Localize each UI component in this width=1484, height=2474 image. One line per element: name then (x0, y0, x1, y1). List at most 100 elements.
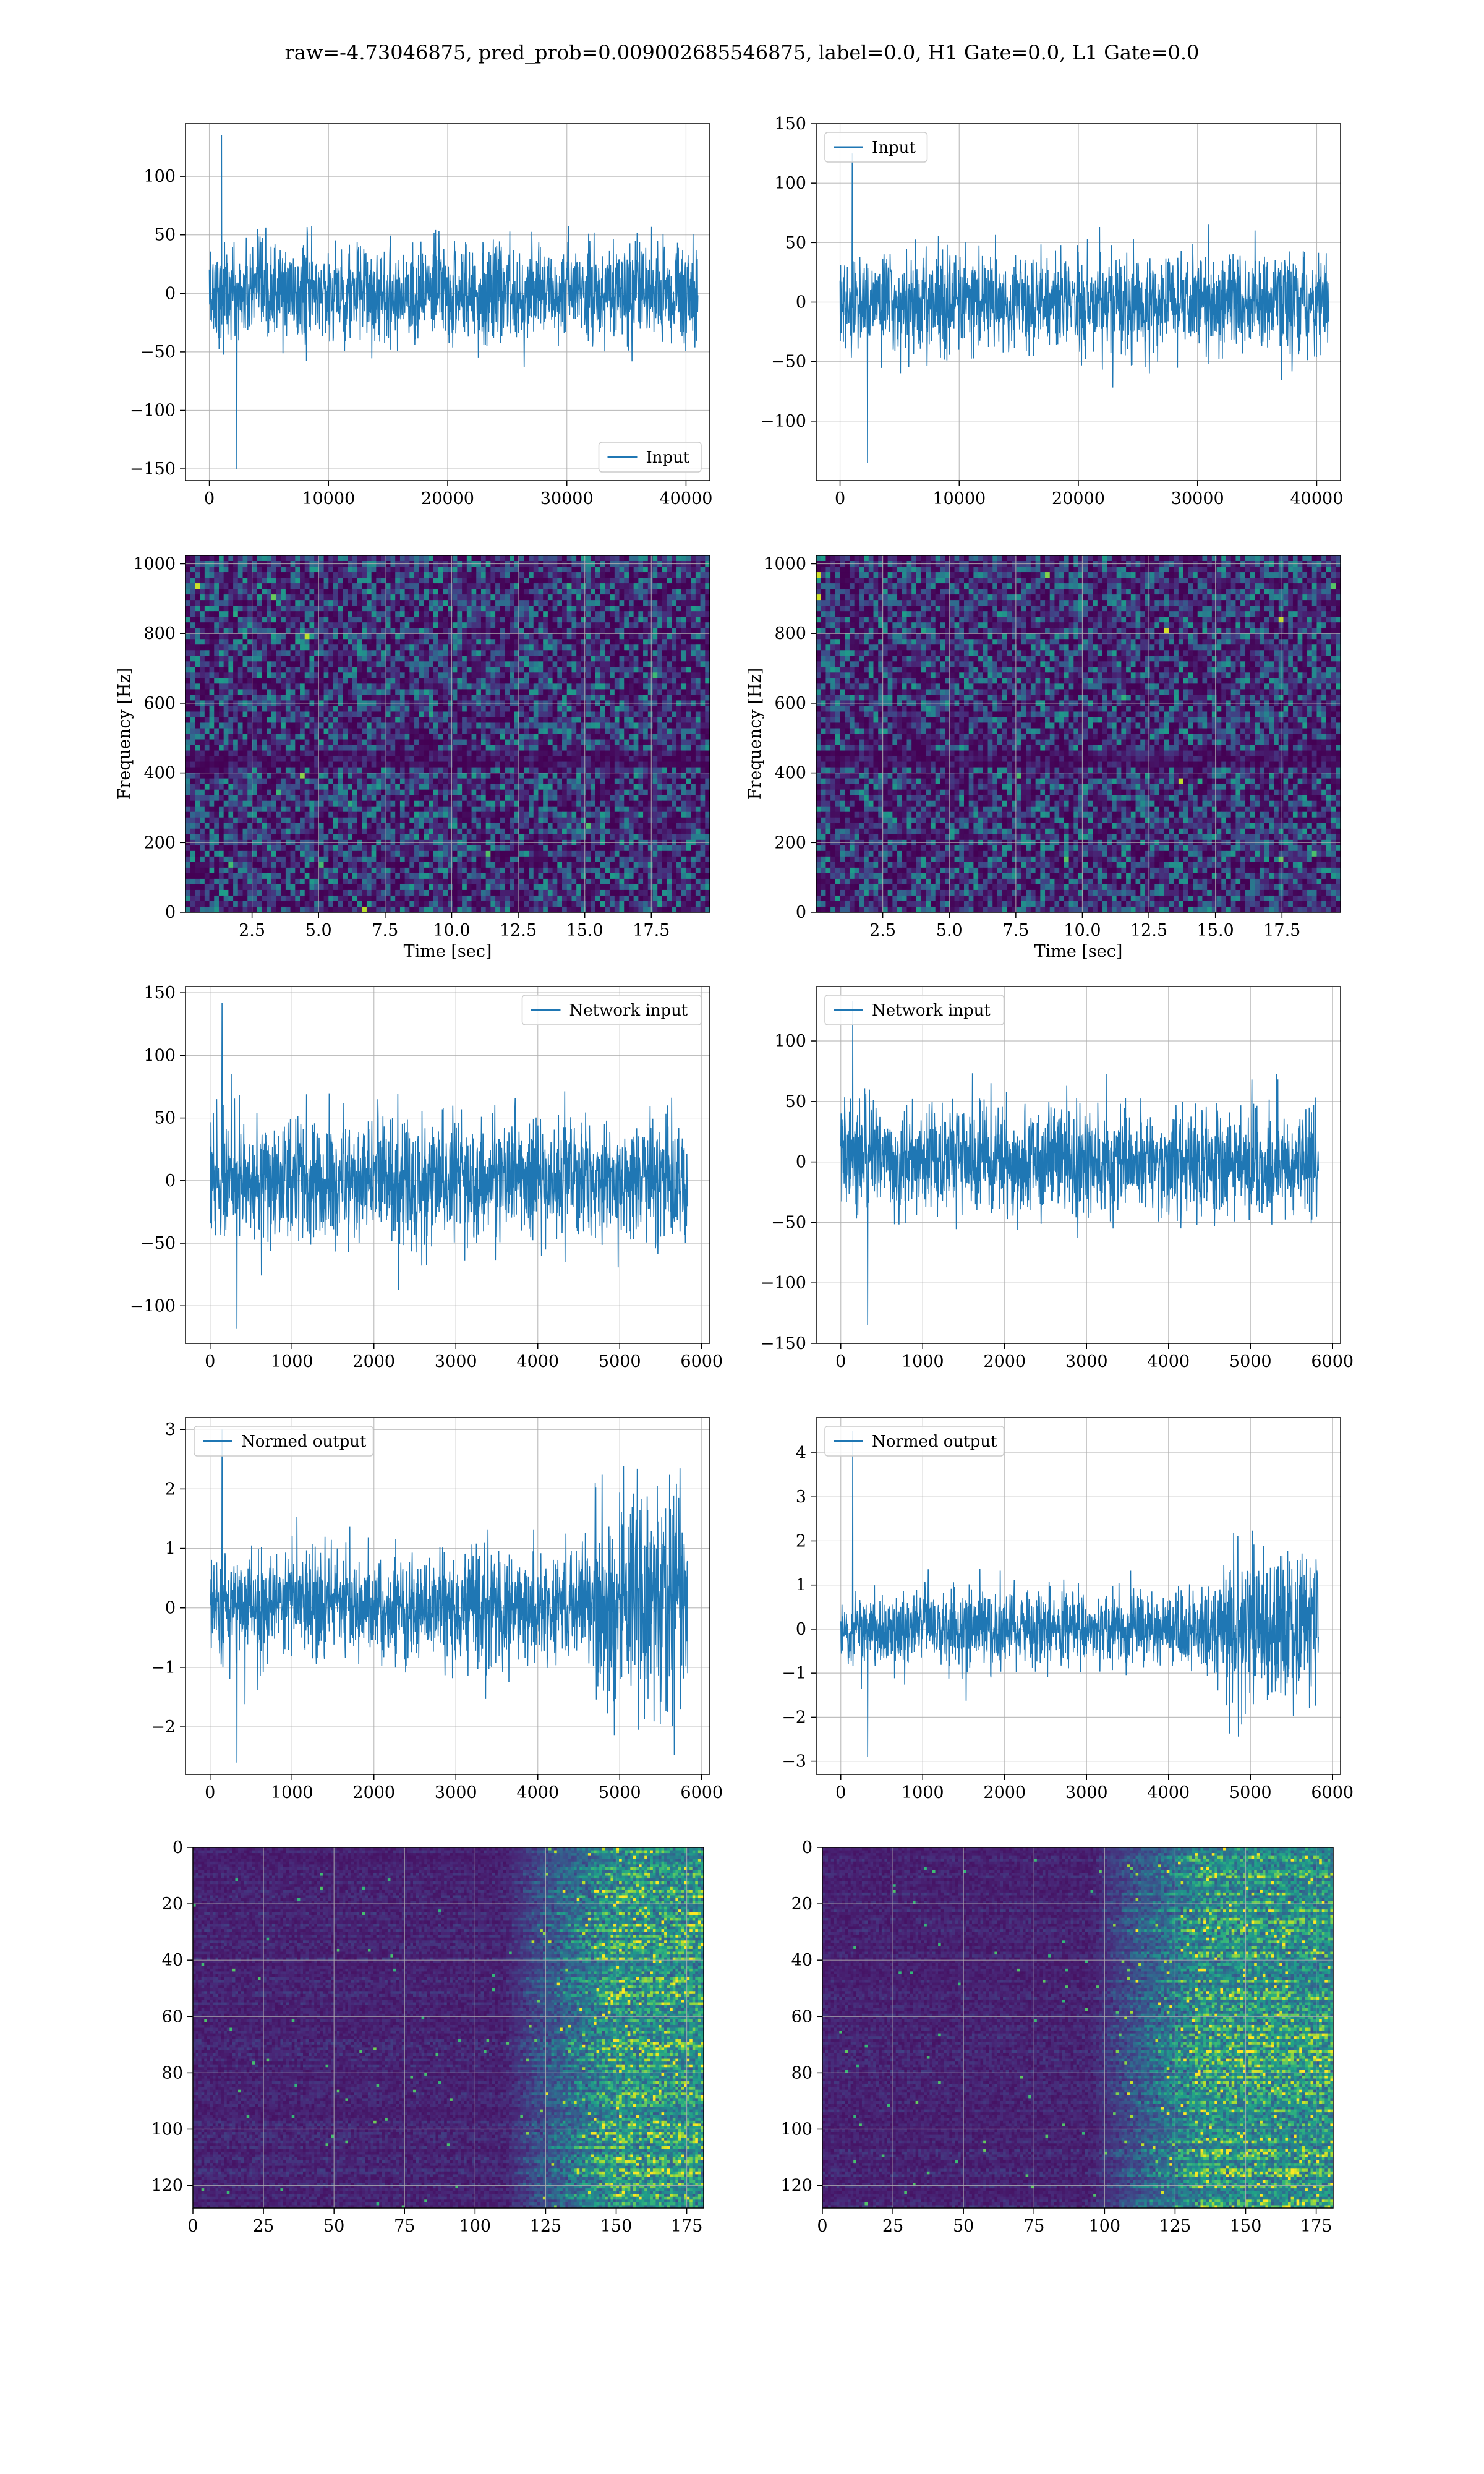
heatmap-cell (291, 740, 296, 746)
heatmap-cell (495, 801, 500, 807)
heatmap-cell (657, 689, 662, 695)
heatmap-cell (400, 656, 405, 662)
heatmap-cell (386, 745, 391, 751)
heatmap-cell (243, 773, 248, 779)
heatmap-cell (414, 762, 419, 768)
heatmap-cell (405, 617, 410, 623)
heatmap-cell (500, 762, 505, 768)
heatmap-cell (686, 711, 691, 717)
heatmap-cell (638, 555, 643, 562)
heatmap-cell (667, 734, 672, 740)
heatmap-cell (386, 740, 391, 746)
heatmap-cell (267, 706, 271, 712)
heatmap-cell (228, 790, 233, 796)
heatmap-cell (362, 790, 367, 796)
heatmap-cell (243, 795, 248, 802)
heatmap-cell (652, 728, 657, 734)
heatmap-cell (438, 722, 443, 729)
heatmap-cell (462, 740, 467, 746)
heatmap-cell (576, 567, 581, 573)
heatmap-cell (262, 611, 267, 617)
heatmap-cell (438, 762, 443, 768)
heatmap-cell (443, 611, 448, 617)
heatmap-cell (352, 801, 357, 807)
heatmap-cell (615, 650, 620, 656)
heatmap-cell (691, 578, 696, 584)
heatmap-cell (472, 751, 477, 757)
y-tick-label: 100 (143, 167, 176, 186)
heatmap-cell (262, 768, 267, 774)
heatmap-cell (557, 717, 562, 723)
heatmap-cell (224, 779, 229, 785)
heatmap-cell (372, 667, 377, 673)
heatmap-cell (543, 695, 548, 701)
heatmap-cell (262, 689, 267, 695)
heatmap-cell (309, 656, 314, 662)
heatmap-cell (681, 555, 686, 562)
heatmap-cell (414, 672, 419, 678)
heatmap-cell (620, 784, 625, 790)
heatmap-cell (476, 583, 481, 589)
heatmap-cell (571, 639, 576, 645)
heatmap-cell (257, 734, 262, 740)
heatmap-cell (233, 773, 238, 779)
heatmap-cell (514, 795, 519, 802)
heatmap-cell (481, 617, 486, 623)
heatmap-cell (634, 722, 639, 729)
heatmap-cell (338, 779, 343, 785)
heatmap-cell (510, 578, 514, 584)
heatmap-cell (386, 779, 391, 785)
heatmap-cell (620, 572, 625, 578)
heatmap-cell (500, 689, 505, 695)
heatmap-cell (662, 594, 667, 601)
heatmap-cell (486, 572, 491, 578)
heatmap-cell (395, 706, 400, 712)
heatmap-cell (457, 795, 462, 802)
heatmap-cell (400, 606, 405, 612)
heatmap-cell (319, 790, 324, 796)
heatmap-cell (400, 779, 405, 785)
heatmap-cell (333, 734, 338, 740)
heatmap-cell (352, 661, 357, 667)
heatmap-cell (295, 606, 300, 612)
heatmap-cell (701, 784, 706, 790)
heatmap-cell (438, 768, 443, 774)
heatmap-cell (553, 622, 558, 628)
heatmap-cell (210, 734, 215, 740)
heatmap-cell (372, 784, 377, 790)
heatmap-cell (652, 678, 657, 684)
heatmap-cell (524, 606, 529, 612)
heatmap-cell (395, 639, 400, 645)
heatmap-cell (472, 711, 477, 717)
heatmap-cell (338, 639, 343, 645)
heatmap-cell (357, 611, 362, 617)
heatmap-cell (448, 600, 453, 606)
heatmap-cell (519, 639, 524, 645)
heatmap-cell (534, 756, 539, 763)
heatmap-cell (243, 589, 248, 595)
heatmap-cell (600, 784, 605, 790)
heatmap-cell (600, 678, 605, 684)
heatmap-cell (519, 711, 524, 717)
heatmap-cell (352, 734, 357, 740)
heatmap-cell (343, 667, 348, 673)
heatmap-cell (252, 617, 257, 623)
heatmap-cell (429, 572, 433, 578)
heatmap-cell (557, 722, 562, 729)
heatmap-cell (571, 589, 576, 595)
heatmap-cell (529, 728, 534, 734)
heatmap-cell (328, 734, 333, 740)
heatmap-cell (457, 773, 462, 779)
heatmap-cell (605, 711, 610, 717)
heatmap-cell (262, 717, 267, 723)
heatmap-cell (557, 740, 562, 746)
heatmap-cell (286, 667, 291, 673)
heatmap-cell (562, 728, 567, 734)
heatmap-cell (271, 611, 276, 617)
heatmap-cell (600, 578, 605, 584)
heatmap-cell (338, 622, 343, 628)
heatmap-cell (328, 644, 333, 651)
heatmap-cell (200, 756, 205, 763)
heatmap-cell (691, 689, 696, 695)
heatmap-cell (629, 689, 634, 695)
